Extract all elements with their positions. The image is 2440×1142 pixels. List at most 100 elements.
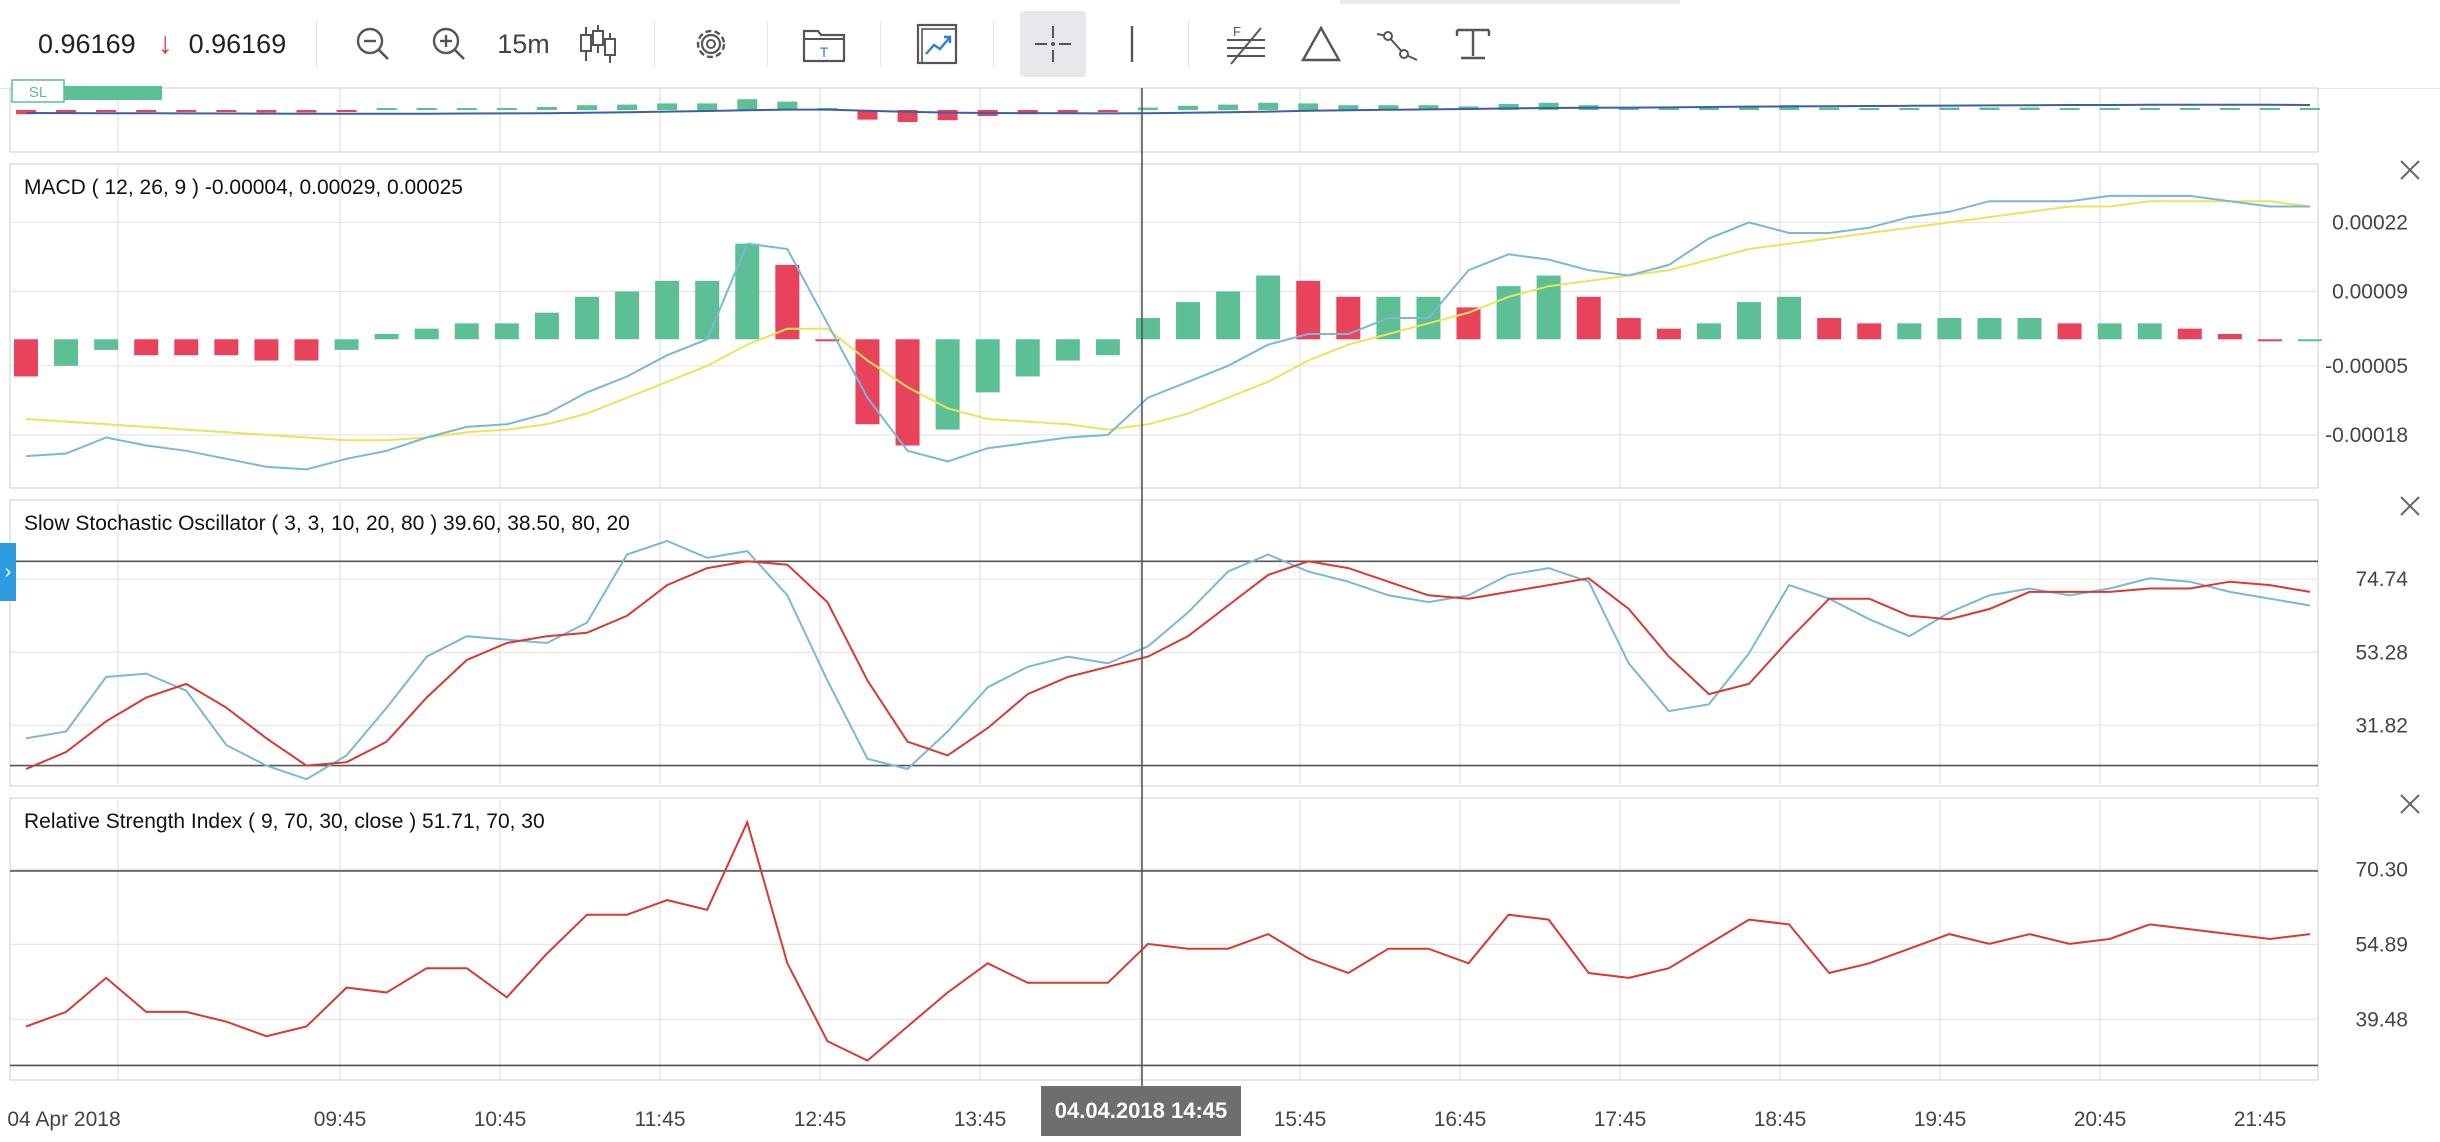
macd-histogram-bar: [2177, 328, 2202, 340]
settings-button[interactable]: [681, 14, 741, 74]
mini-candle: [2259, 108, 2280, 110]
mini-candle: [1859, 108, 1880, 110]
mini-candle: [777, 101, 798, 110]
mini-panel-frame: [9, 87, 2319, 153]
mini-candle: [216, 110, 237, 112]
macd-line: [25, 194, 2310, 471]
zoom-out-icon: [357, 27, 390, 60]
macd-label: MACD ( 12, 26, 9 ) -0.00004, 0.00029, 0.…: [24, 176, 463, 199]
svg-text:F: F: [1233, 24, 1241, 39]
y-tick-label: 53.28: [2355, 641, 2408, 664]
crosshair-tool-button[interactable]: [1019, 11, 1086, 77]
text-tool-button[interactable]: [1443, 14, 1503, 74]
macd-histogram-bar: [1296, 280, 1321, 340]
mini-candle: [2219, 108, 2240, 110]
mini-candle: [336, 110, 357, 112]
x-tick-label: 04 Apr 2018: [7, 1108, 120, 1131]
macd-histogram-bar: [2137, 323, 2162, 340]
triangle-tool-button[interactable]: [1291, 14, 1351, 74]
close-stochastic-icon[interactable]: [2398, 494, 2422, 518]
macd-histogram-bar: [2217, 333, 2242, 340]
toolbar-divider: [992, 21, 994, 67]
mini-candle: [176, 110, 197, 112]
mini-candle: [1779, 105, 1800, 110]
macd-histogram-bar: [815, 339, 840, 342]
tab-indicator: [1340, 0, 1680, 4]
mini-candle: [576, 105, 597, 110]
mini-candle: [1899, 108, 1920, 110]
macd-histogram-bar: [294, 339, 319, 361]
macd-histogram-bar: [1857, 323, 1882, 340]
mini-candle: [617, 104, 638, 110]
sl-badge-text: SL: [29, 84, 47, 101]
timeframe-selector[interactable]: 15m: [497, 28, 550, 59]
zoom-in-button[interactable]: [419, 14, 479, 74]
macd-histogram-bar: [1656, 328, 1681, 340]
mini-candle: [296, 110, 317, 113]
stochastic-label: Slow Stochastic Oscillator ( 3, 3, 10, 2…: [24, 512, 630, 535]
mini-candle: [496, 108, 517, 110]
macd-histogram-bar: [254, 339, 279, 361]
fibonacci-icon: F: [1226, 24, 1265, 65]
trend-line-tool-button[interactable]: [1367, 14, 1427, 74]
close-macd-icon[interactable]: [2398, 158, 2422, 182]
crosshair-icon: [1034, 26, 1071, 62]
rsi-plot: [10, 819, 2318, 1067]
price-down-arrow-icon: ↓: [157, 27, 173, 60]
macd-histogram-bar: [1616, 318, 1641, 340]
macd-histogram-bar: [174, 339, 199, 356]
vertical-line-tool-button[interactable]: [1102, 14, 1162, 74]
macd-histogram-bar: [1176, 302, 1201, 340]
fibonacci-tool-button[interactable]: F: [1215, 14, 1275, 74]
gear-icon: [696, 29, 725, 59]
mini-candle: [697, 103, 718, 110]
macd-histogram-bar: [775, 264, 800, 340]
mini-candle: [1979, 107, 2000, 110]
x-tick-label: 10:45: [474, 1108, 527, 1131]
y-tick-label: 31.82: [2355, 714, 2408, 737]
toolbar-divider: [316, 21, 318, 67]
price-mini-chart: SL: [11, 79, 2320, 122]
macd-histogram-bar: [1216, 291, 1241, 340]
macd-signal-line: [25, 200, 2311, 442]
mini-candle: [2139, 108, 2160, 110]
mini-candle: [1498, 104, 1519, 110]
svg-text:T: T: [819, 44, 828, 60]
close-rsi-icon[interactable]: [2398, 792, 2422, 816]
chart-type-button[interactable]: [568, 14, 628, 74]
macd-histogram-bar: [1817, 318, 1842, 340]
mini-candle: [937, 110, 958, 121]
macd-histogram-bar: [1897, 323, 1922, 340]
macd-histogram-bar: [334, 339, 359, 350]
y-tick-label: 70.30: [2355, 858, 2408, 881]
macd-histogram-bar: [1336, 296, 1361, 340]
mini-candle: [1298, 103, 1319, 110]
zoom-out-button[interactable]: [343, 14, 403, 74]
stochastic-k-line: [25, 539, 2311, 781]
mini-candle: [1939, 107, 1960, 110]
y-tick-label: 0.00022: [2332, 211, 2408, 234]
mini-candle: [56, 110, 77, 113]
indicators-button[interactable]: [907, 14, 967, 74]
mini-candle: [1538, 102, 1559, 110]
macd-histogram-bar: [2298, 339, 2322, 342]
mini-candle: [416, 108, 437, 110]
stoch-panel-frame: [9, 499, 2319, 787]
x-tick-label: 20:45: [2074, 1108, 2127, 1131]
y-tick-label: -0.00018: [2325, 424, 2408, 447]
x-tick-label: 13:45: [954, 1108, 1007, 1131]
chart-grid: [10, 88, 2318, 1080]
mini-candle: [2059, 108, 2080, 110]
expand-sidebar-button[interactable]: ›: [0, 543, 16, 601]
macd-histogram-bar: [494, 323, 519, 340]
x-tick-label: 18:45: [1754, 1108, 1807, 1131]
mini-candle: [96, 110, 117, 112]
templates-button[interactable]: T: [794, 14, 854, 74]
mini-candle: [536, 107, 557, 110]
template-folder-icon: T: [802, 29, 845, 63]
mini-candle: [897, 110, 918, 122]
stochastic-plot: [10, 539, 2318, 781]
toolbar-divider: [1187, 21, 1189, 67]
stochastic-d-line: [25, 560, 2311, 770]
